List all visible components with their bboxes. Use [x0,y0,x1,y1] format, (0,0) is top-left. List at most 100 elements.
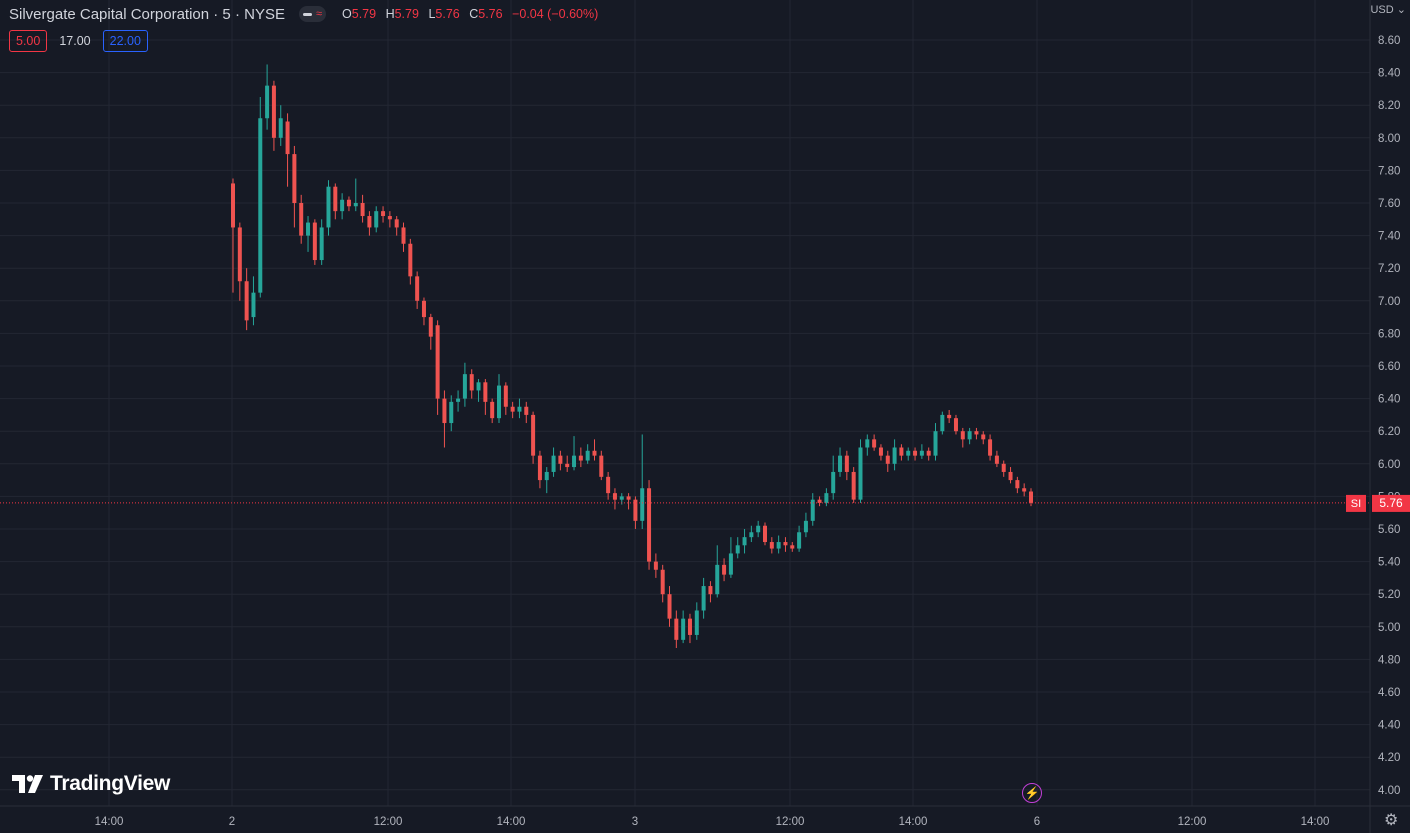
y-tick-label: 8.00 [1378,133,1400,145]
time-axis: 14:00 2 12:00 14:00 3 12:00 14:00 6 12:00 14:00 [95,816,1330,828]
candle-body [715,564,720,595]
candle-body [865,439,870,448]
candle-body [619,496,624,500]
candle-body [933,431,938,456]
y-tick-label: 7.60 [1378,198,1400,210]
candle-body [988,439,993,456]
candle-body [244,281,249,321]
x-tick-label: 14:00 [1301,816,1330,828]
x-tick-label: 12:00 [776,816,805,828]
candle-body [537,455,542,481]
y-tick-label: 5.40 [1378,557,1400,569]
candle-body [312,222,317,261]
candle-body [306,222,311,236]
candle-body [1029,491,1033,503]
y-tick-label: 4.20 [1378,752,1400,764]
candle-body [503,385,508,407]
candle-body [517,406,522,412]
candle-body [974,431,979,435]
candle-body [797,532,802,549]
y-tick-label: 8.40 [1378,68,1400,80]
candle-body [408,243,413,277]
y-tick-label: 6.60 [1378,361,1400,373]
x-tick-label: 14:00 [95,816,124,828]
last-price-label: 5.76 [1379,496,1403,510]
candle-body [524,406,529,415]
candle-body [497,385,501,419]
candle-body [565,463,570,468]
candle-body [776,542,781,549]
symbol-tag [1346,494,1366,512]
candle-body [647,488,652,562]
symbol-tag-label: SI [1351,498,1361,510]
candle-body [551,455,556,472]
candle-body [769,542,774,549]
candle-body [585,450,590,461]
y-tick-label: 6.20 [1378,426,1400,438]
y-tick-label: 7.40 [1378,231,1400,243]
currency-selector[interactable]: USD ⌄ [1370,3,1406,16]
candle-body [681,618,686,640]
candle-body [326,186,331,228]
last-price-tag: SI 5.76 [1346,494,1410,512]
candle-body [728,553,733,575]
last-price-box [1372,494,1410,512]
candle-body [885,455,890,464]
y-tick-label: 5.60 [1378,524,1400,536]
candle-body [913,450,918,456]
candle-body [490,401,495,419]
y-tick-label: 6.80 [1378,328,1400,340]
candle-body [442,398,447,424]
candle-body [940,414,945,432]
y-tick-label: 7.20 [1378,263,1400,275]
candle-body [360,203,365,217]
chevron-down-icon: ⌄ [1396,4,1406,16]
chart-style-toggle-icon[interactable]: ≈ [298,6,327,22]
x-tick-label: 12:00 [374,816,403,828]
candle-body [626,496,631,500]
candle-body [694,610,699,635]
candle-body [851,471,856,500]
candle-body [387,216,392,220]
candle-body [722,564,727,575]
tradingview-logo[interactable]: TradingView [12,772,170,796]
candle-body [1015,480,1020,489]
candle-body [994,455,999,464]
x-tick-label: 2 [229,816,235,828]
candle-body [872,439,877,448]
candle-body [926,450,931,456]
indicator-low-box[interactable]: 5.00 [9,30,48,52]
lightning-icon[interactable]: ⚡ [1022,783,1042,803]
gear-icon[interactable]: ⚙ [1384,812,1399,829]
symbol-title[interactable]: Silvergate Capital Corporation · 5 · NYS… [9,5,285,23]
candle-body [960,431,965,440]
candle-body [756,525,761,533]
y-tick-label: 8.20 [1378,100,1400,112]
y-tick-label: 4.40 [1378,720,1400,732]
candle-body [790,545,795,549]
candle-body [456,398,461,402]
y-tick-label: 6.00 [1378,459,1400,471]
candle-body [660,569,665,595]
y-tick-label: 4.60 [1378,687,1400,699]
candle-body [1008,471,1013,481]
candle-body [394,219,399,228]
candle-body [231,183,235,228]
candle-body [687,618,692,635]
candle-body [892,447,897,464]
candle-body [251,292,256,318]
candle-body [381,211,386,217]
candle-body [469,374,474,391]
candle-body [708,586,713,595]
candle-body [510,406,515,412]
candle-body [606,476,611,494]
candle-body [667,594,672,619]
wave-icon: ≈ [315,7,323,20]
candle-body [612,493,617,500]
candle-body [353,203,358,207]
candle-body [319,227,324,261]
indicator-high-box[interactable]: 22.00 [102,30,148,52]
candle-body [981,434,986,440]
candle-body [558,455,563,464]
